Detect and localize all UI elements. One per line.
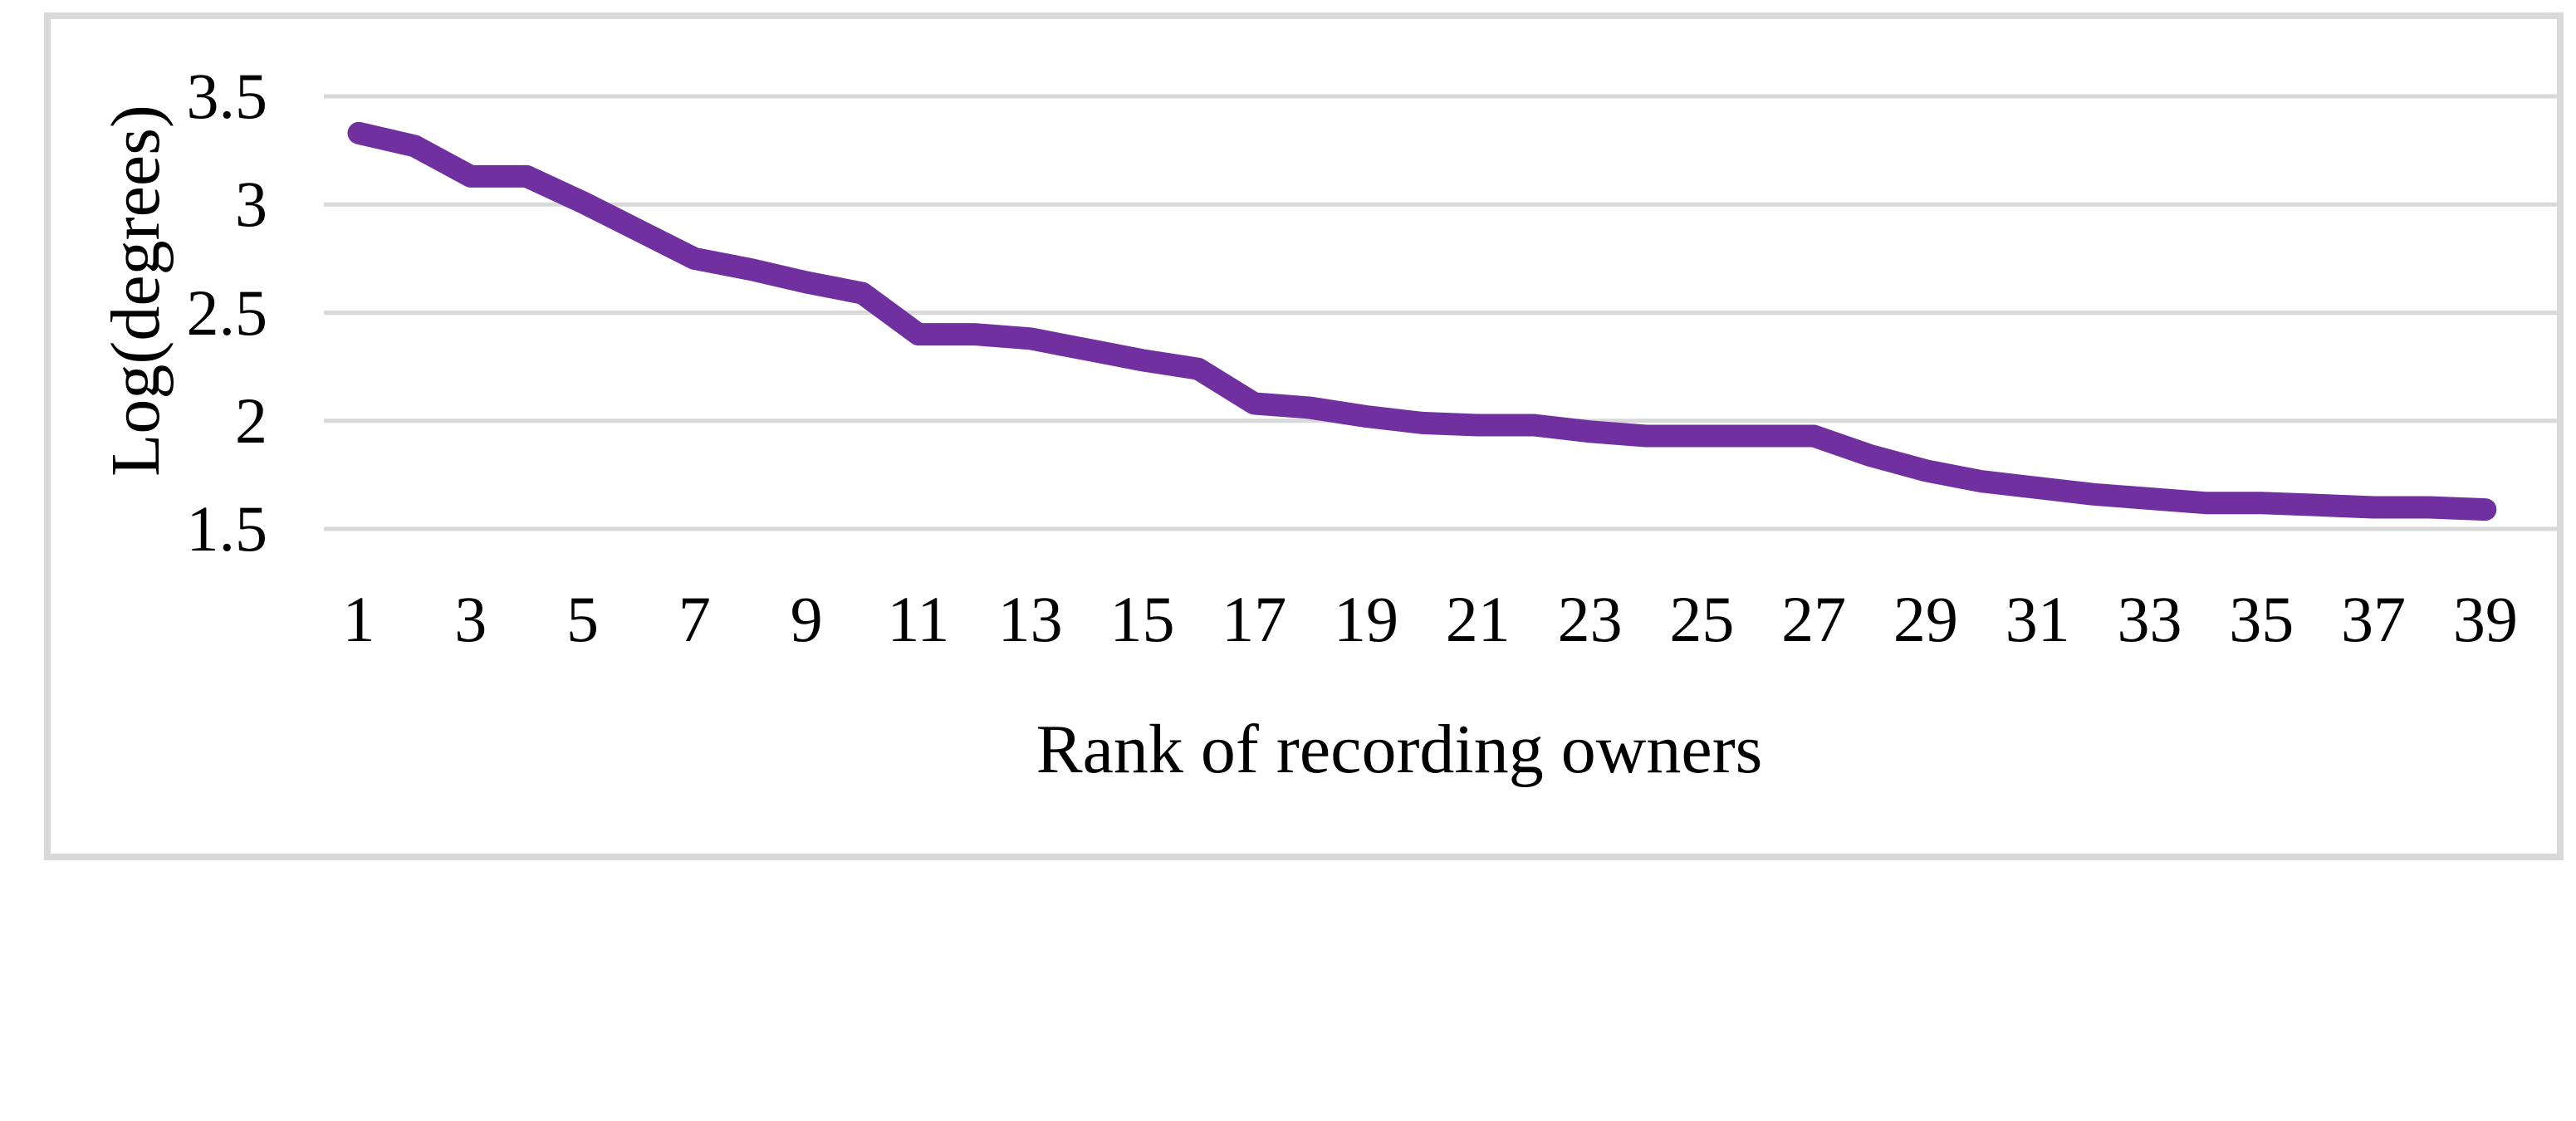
- x-tick-label: 11: [887, 583, 950, 655]
- x-tick-label: 15: [1109, 583, 1175, 655]
- series-line: [347, 121, 2497, 521]
- x-tick-label: 9: [790, 583, 823, 655]
- plot-canvas: [44, 12, 2564, 860]
- x-tick-label: 39: [2452, 583, 2518, 655]
- x-axis-title: Rank of recording owners: [1036, 711, 1763, 788]
- y-axis-title: Log(degrees): [97, 105, 174, 477]
- y-tick-label: 1.5: [186, 492, 268, 565]
- x-tick-label: 33: [2117, 583, 2182, 655]
- x-tick-label: 5: [566, 583, 600, 655]
- y-tick-label: 3.5: [186, 60, 268, 132]
- x-tick-label: 17: [1222, 583, 1287, 655]
- x-tick-label: 13: [997, 583, 1063, 655]
- x-tick-label: 3: [454, 583, 487, 655]
- x-tick-label: 7: [678, 583, 711, 655]
- x-tick-label: 27: [1781, 583, 1847, 655]
- x-tick-label: 29: [1893, 583, 1958, 655]
- x-tick-label: 21: [1445, 583, 1511, 655]
- y-tick-label: 2.5: [186, 276, 268, 349]
- y-tick-label: 3: [235, 168, 267, 241]
- chart-border: [44, 12, 2564, 860]
- x-tick-label: 35: [2229, 583, 2294, 655]
- x-tick-label: 37: [2341, 583, 2407, 655]
- x-tick-label: 31: [2005, 583, 2070, 655]
- y-tick-label: 2: [235, 384, 267, 457]
- x-tick-label: 25: [1669, 583, 1735, 655]
- x-tick-label: 23: [1557, 583, 1623, 655]
- line-chart-figure: 3.5 3 2.5 2 1.5 1 3 5 7 9 11 13 15 17 19 21 23 25 27 29 31 3…: [44, 12, 2564, 860]
- x-tick-label: 19: [1334, 583, 1399, 655]
- gridlines-group: [324, 94, 2560, 531]
- x-tick-label: 1: [342, 583, 375, 655]
